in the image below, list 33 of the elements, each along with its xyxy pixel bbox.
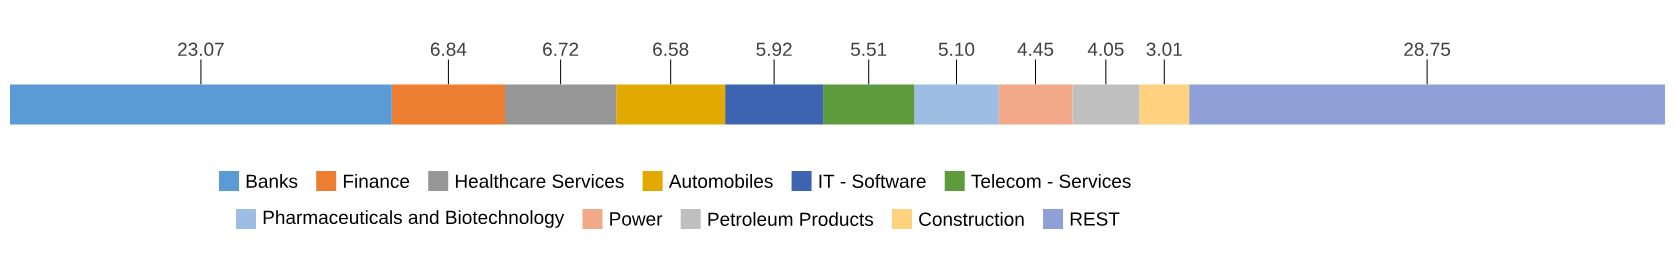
bar <box>391 84 506 125</box>
legend-label: Power <box>610 212 663 226</box>
legend-label: Petroleum Products <box>708 212 874 226</box>
data-label: 5.10 <box>938 42 975 56</box>
data-label: 6.72 <box>543 42 579 56</box>
data-label: 4.05 <box>1087 42 1124 56</box>
bar <box>505 84 617 125</box>
data-label: 5.92 <box>756 42 792 56</box>
legend-label: Banks <box>246 174 298 188</box>
legend-label: Healthcare Services <box>455 174 624 188</box>
legend-label: Finance <box>343 174 410 188</box>
bar <box>914 84 999 125</box>
bar <box>725 84 824 125</box>
bar <box>616 84 726 125</box>
bar <box>823 84 915 125</box>
data-label: 6.84 <box>430 42 467 56</box>
data-label: 23.07 <box>178 42 224 56</box>
data-label: 6.58 <box>653 42 689 56</box>
data-label: 3.01 <box>1146 42 1182 56</box>
data-label: 4.45 <box>1017 42 1054 56</box>
legend-label: Telecom - Services <box>971 174 1131 188</box>
bar <box>10 84 392 125</box>
bar <box>1189 84 1666 125</box>
data-label: 28.75 <box>1404 42 1451 56</box>
legend-label: Construction <box>919 212 1024 226</box>
legend-label: IT - Software <box>819 174 926 188</box>
legend-label: REST <box>1070 212 1120 226</box>
legend-label: Pharmaceuticals and Biotechnology <box>263 210 565 228</box>
data-label: 5.51 <box>850 42 887 56</box>
bar <box>998 84 1073 125</box>
legend-label: Automobiles <box>668 174 773 188</box>
bar <box>1072 84 1140 125</box>
bar <box>1139 84 1190 125</box>
